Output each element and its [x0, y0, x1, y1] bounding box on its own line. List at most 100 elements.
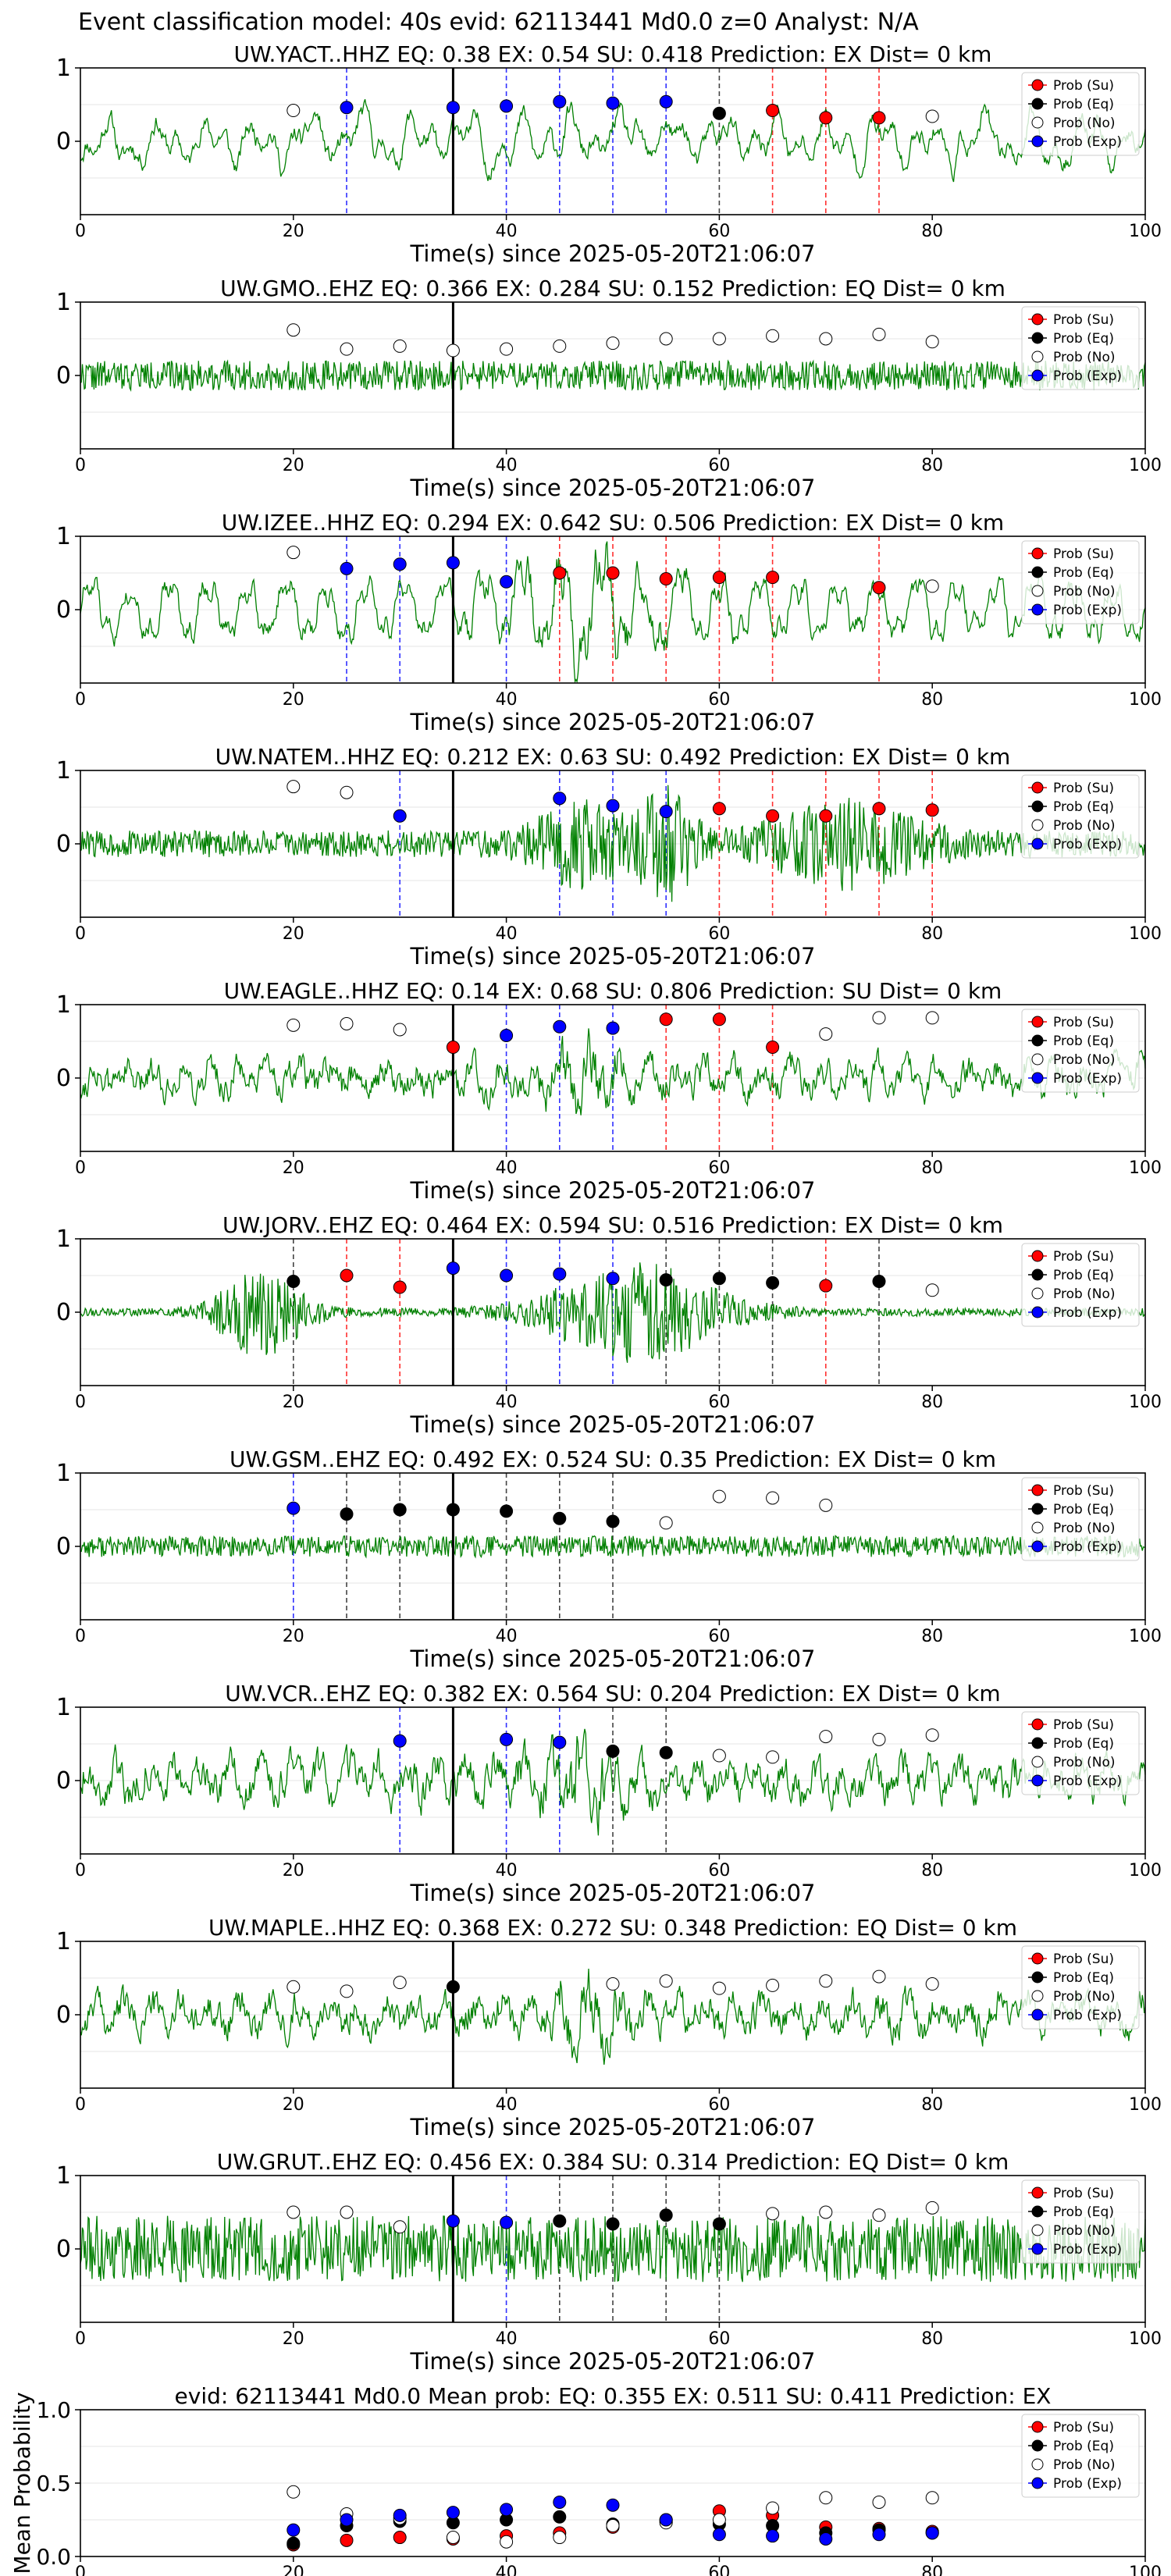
y-tick-label: 0 [56, 1065, 71, 1092]
legend-marker-exp [1031, 2477, 1044, 2489]
prob-point-no [287, 2205, 301, 2219]
x-tick-label: 60 [708, 2564, 730, 2576]
prob-point-exp [446, 1261, 460, 1276]
x-axis-label: Time(s) since 2025-05-20T21:06:07 [410, 1177, 816, 1204]
legend-marker-exp [1031, 1306, 1044, 1318]
mean-point-exp [872, 2528, 886, 2542]
legend-marker-eq [1031, 2439, 1044, 2452]
prob-point-no [766, 1978, 780, 1992]
x-tick-label: 100 [1129, 222, 1162, 241]
x-tick-label: 80 [921, 456, 943, 475]
legend-label-su: Prob (Su) [1053, 2186, 1114, 2201]
x-tick-label: 40 [496, 1393, 518, 1412]
prob-point-su [925, 803, 939, 817]
prob-point-no [446, 343, 460, 358]
x-tick-label: 80 [921, 2564, 943, 2576]
prob-point-exp [553, 1267, 567, 1281]
x-tick-label: 20 [283, 1393, 304, 1412]
prob-point-eq [553, 2214, 567, 2228]
prob-point-no [606, 336, 620, 350]
prob-point-eq [446, 1980, 460, 1994]
legend-box [1021, 306, 1140, 390]
mean-point-exp [340, 2513, 354, 2527]
prob-point-no [712, 1489, 726, 1503]
y-tick-label: 0 [56, 1533, 71, 1560]
prob-point-no [925, 1283, 939, 1297]
prob-point-no [872, 1011, 886, 1025]
prob-point-exp [500, 1028, 514, 1042]
legend-label-eq: Prob (Eq) [1053, 97, 1114, 112]
legend-label-su: Prob (Su) [1053, 2420, 1114, 2435]
legend-label-su: Prob (Su) [1053, 781, 1114, 796]
panel-title: UW.EAGLE..HHZ EQ: 0.14 EX: 0.68 SU: 0.80… [224, 978, 1002, 1004]
prob-point-no [340, 785, 354, 799]
x-tick-label: 60 [708, 2329, 730, 2349]
prob-point-no [712, 1749, 726, 1763]
x-tick-label: 80 [921, 1627, 943, 1646]
legend-marker-no [1031, 585, 1044, 597]
prob-point-su [766, 104, 780, 118]
y-tick-label: 0 [56, 831, 71, 858]
prob-point-no [925, 1728, 939, 1742]
prob-point-eq [393, 1503, 407, 1517]
prob-point-exp [606, 96, 620, 110]
prob-point-exp [553, 94, 567, 109]
legend-box [1021, 774, 1140, 859]
legend-label-su: Prob (Su) [1053, 546, 1114, 562]
x-axis-label: Time(s) since 2025-05-20T21:06:07 [410, 1411, 816, 1438]
prob-point-su [872, 111, 886, 125]
prob-point-eq [712, 2217, 726, 2231]
x-tick-label: 0 [75, 2564, 86, 2576]
waveform-trace [80, 1262, 1146, 1363]
mean-point-su [393, 2531, 407, 2545]
y-tick-label: 0 [56, 596, 71, 624]
mean-point-exp [712, 2528, 726, 2542]
x-tick-label: 40 [496, 690, 518, 710]
legend-label-exp: Prob (Exp) [1053, 603, 1122, 618]
prob-point-eq [553, 1511, 567, 1525]
panel-title: evid: 62113441 Md0.0 Mean prob: EQ: 0.35… [175, 2383, 1052, 2409]
mean-point-exp [500, 2503, 514, 2517]
panel-title: UW.JORV..EHZ EQ: 0.464 EX: 0.594 SU: 0.5… [222, 1212, 1003, 1238]
legend-box [1021, 2414, 1140, 2498]
x-tick-label: 80 [921, 690, 943, 710]
prob-point-eq [340, 1507, 354, 1521]
legend-label-eq: Prob (Eq) [1053, 331, 1114, 347]
prob-point-su [766, 1041, 780, 1055]
x-tick-label: 100 [1129, 1393, 1162, 1412]
mean-point-no [766, 2501, 780, 2515]
mean-point-su [340, 2533, 354, 2547]
legend-marker-no [1031, 116, 1044, 129]
legend-marker-su [1031, 1016, 1044, 1028]
prob-point-no [340, 1984, 354, 1998]
legend-label-no: Prob (No) [1053, 116, 1116, 131]
prob-point-exp [500, 2215, 514, 2229]
panel-title: UW.NATEM..HHZ EQ: 0.212 EX: 0.63 SU: 0.4… [215, 744, 1011, 770]
legend-marker-su [1031, 1952, 1044, 1965]
panel-title: UW.VCR..EHZ EQ: 0.382 EX: 0.564 SU: 0.20… [225, 1681, 1000, 1706]
y-tick-label: 0 [56, 1767, 71, 1795]
y-tick-label: 0.5 [36, 2471, 71, 2496]
x-tick-label: 100 [1129, 1627, 1162, 1646]
waveform-trace [80, 1028, 1146, 1115]
legend-marker-eq [1031, 2205, 1044, 2218]
prob-point-no [925, 109, 939, 123]
legend-marker-su [1031, 313, 1044, 326]
x-tick-label: 40 [496, 456, 518, 475]
x-axis-label: Time(s) since 2025-05-20T21:06:07 [410, 2348, 816, 2375]
x-axis-label: Time(s) since 2025-05-20T21:06:07 [410, 943, 816, 970]
x-axis-label: Time(s) since 2025-05-20T21:06:07 [410, 709, 816, 735]
x-tick-label: 100 [1129, 2329, 1162, 2349]
legend-label-exp: Prob (Exp) [1053, 2008, 1122, 2023]
legend-label-no: Prob (No) [1053, 1521, 1116, 1536]
x-tick-label: 0 [75, 1627, 86, 1646]
prob-point-no [340, 342, 354, 356]
x-tick-label: 20 [283, 222, 304, 241]
legend-marker-eq [1031, 98, 1044, 110]
legend-marker-eq [1031, 800, 1044, 813]
y-tick-label: 1 [56, 757, 71, 785]
x-tick-label: 0 [75, 2329, 86, 2349]
y-tick-label: 1 [56, 1226, 71, 1253]
prob-point-su [606, 566, 620, 580]
legend-marker-exp [1031, 2008, 1044, 2021]
